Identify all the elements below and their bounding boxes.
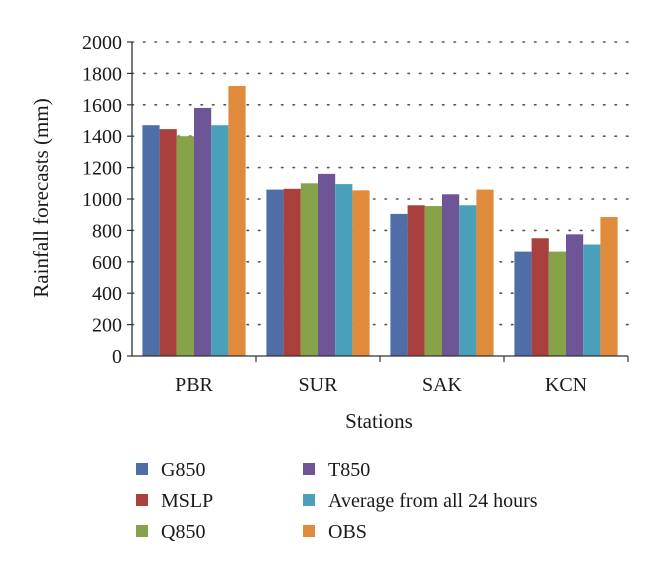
bar-sur-5 [352, 190, 370, 356]
y-tick-label: 0 [112, 346, 122, 368]
bar-pbr-3 [194, 107, 212, 356]
y-tick-label: 400 [92, 283, 122, 305]
x-tick-label: SUR [299, 374, 339, 396]
legend-swatch [303, 494, 315, 506]
bars [142, 85, 618, 357]
y-axis-title: Rainfall forecasts (mm) [29, 98, 53, 297]
x-axis-title: Stations [345, 409, 413, 433]
legend-swatch [303, 525, 315, 537]
legend-label: Q850 [161, 521, 205, 543]
bar-sur-0 [266, 189, 284, 356]
bar-sur-1 [283, 188, 301, 356]
legend-swatch [136, 525, 148, 537]
bar-sak-3 [442, 194, 460, 356]
bar-pbr-5 [228, 85, 246, 357]
y-tick-label: 1600 [82, 95, 122, 117]
bar-sak-0 [390, 213, 408, 356]
bar-sur-2 [300, 183, 318, 356]
y-tick-label: 1000 [82, 189, 122, 211]
y-tick-label: 600 [92, 252, 122, 274]
legend-swatch [303, 463, 315, 475]
x-tick-label: KCN [545, 374, 587, 396]
x-tick-label: SAK [422, 374, 463, 396]
x-tick-label: PBR [175, 374, 213, 396]
bar-sur-3 [318, 173, 336, 356]
x-tick-labels: PBR SUR SAK KCN [175, 356, 629, 396]
bar-pbr-1 [159, 129, 177, 356]
bar-kcn-5 [600, 217, 618, 356]
bar-kcn-3 [566, 234, 584, 356]
y-tick-label: 2000 [82, 32, 122, 54]
bar-kcn-1 [531, 238, 549, 356]
bar-sak-4 [459, 205, 477, 356]
y-tick-labels: 0 200 400 600 800 1000 1200 1400 1600 1800 2000 [82, 32, 132, 368]
y-tick-label: 1200 [82, 158, 122, 180]
legend-label: G850 [161, 459, 205, 481]
y-tick-label: 200 [92, 315, 122, 337]
legend-label: OBS [328, 521, 367, 543]
legend: G850 MSLP Q850 T850 Average from all 24 hour… [136, 459, 538, 543]
bar-sak-2 [424, 206, 442, 356]
bar-sur-4 [335, 184, 353, 356]
legend-swatch [136, 463, 148, 475]
legend-label: Average from all 24 hours [328, 490, 538, 512]
bar-pbr-4 [211, 125, 229, 357]
bar-pbr-0 [142, 125, 160, 357]
bar-kcn-0 [514, 251, 532, 356]
bar-pbr-2 [176, 136, 194, 356]
bar-kcn-2 [548, 251, 566, 356]
legend-label: T850 [328, 459, 370, 481]
bar-sak-5 [476, 189, 494, 356]
legend-swatch [136, 494, 148, 506]
bar-sak-1 [407, 205, 425, 356]
y-tick-label: 800 [92, 220, 122, 242]
legend-label: MSLP [161, 490, 213, 512]
bar-kcn-4 [583, 244, 601, 356]
y-tick-label: 1800 [82, 63, 122, 85]
y-tick-label: 1400 [82, 126, 122, 148]
